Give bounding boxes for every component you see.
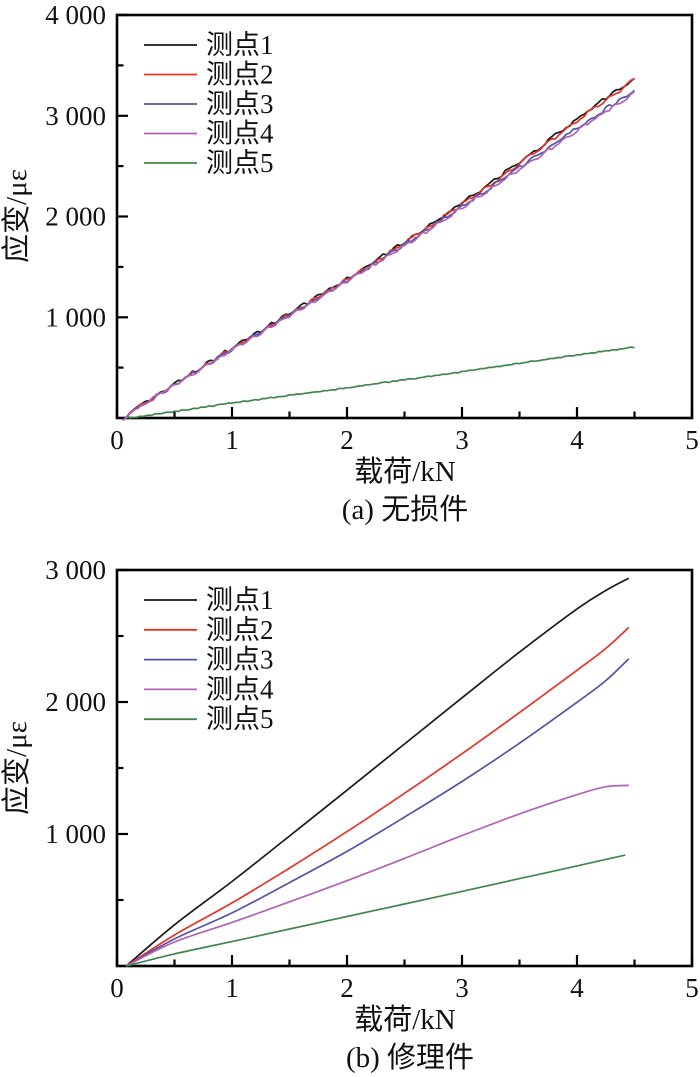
caption-b: (b) 修理件 — [346, 1041, 474, 1074]
x-tick-label: 2 — [340, 425, 354, 455]
y-tick-label: 1 000 — [45, 819, 106, 849]
y-tick-label: 2 000 — [45, 202, 106, 232]
x-tick-label: 5 — [685, 973, 699, 1003]
x-tick-label: 4 — [570, 425, 584, 455]
axis-frame — [115, 13, 694, 420]
x-tick-label: 1 — [225, 425, 239, 455]
y-axis-title-b: 应变/με — [0, 721, 33, 815]
legend-label-测点3: 测点3 — [206, 89, 274, 119]
legend-label-测点5: 测点5 — [206, 704, 274, 734]
x-axis-title-a: 载荷/kN — [354, 455, 456, 488]
x-tick-label: 5 — [685, 425, 699, 455]
axis-frame — [115, 568, 694, 968]
x-axis-title-b: 载荷/kN — [354, 1003, 456, 1036]
legend-label-测点2: 测点2 — [206, 615, 274, 645]
x-tick-label: 3 — [455, 425, 469, 455]
x-tick-label: 2 — [340, 973, 354, 1003]
series-line-测点1 — [125, 577, 630, 967]
series-line-测点3 — [125, 658, 630, 967]
x-tick-label: 4 — [570, 973, 584, 1003]
x-tick-label: 1 — [225, 973, 239, 1003]
legend-label-测点4: 测点4 — [206, 674, 274, 704]
series-line-测点5 — [125, 854, 626, 967]
legend-label-测点4: 测点4 — [206, 119, 274, 149]
legend-label-测点2: 测点2 — [206, 60, 274, 90]
chart-a-undamaged: 0 1 2 3 4 5 1 000 2 000 3 000 4 000 测点1测点2测点3测点4测点… — [0, 0, 699, 526]
legend-label-测点5: 测点5 — [206, 148, 274, 178]
y-tick-label: 3 000 — [45, 555, 106, 585]
legend-label-测点1: 测点1 — [206, 30, 274, 60]
y-axis-title-a: 应变/με — [0, 169, 33, 263]
y-tick-label: 4 000 — [45, 0, 106, 30]
series-line-测点5 — [128, 346, 635, 419]
series-line-测点4 — [125, 784, 629, 967]
series-line-测点1 — [122, 77, 636, 422]
series-line-测点2 — [125, 626, 630, 967]
y-tick-label: 3 000 — [45, 101, 106, 131]
y-tick-label: 1 000 — [45, 302, 106, 332]
x-tick-label: 0 — [110, 425, 124, 455]
x-tick-label: 3 — [455, 973, 469, 1003]
legend-label-测点1: 测点1 — [206, 585, 274, 615]
x-tick-label: 0 — [110, 973, 124, 1003]
series-line-测点4 — [122, 90, 635, 421]
caption-a: (a) 无损件 — [342, 493, 468, 526]
plot-area-a: 0 1 2 3 4 5 1 000 2 000 3 000 4 000 测点1测点2测点3测点4测点… — [45, 0, 699, 455]
y-tick-label: 2 000 — [45, 687, 106, 717]
legend-label-测点3: 测点3 — [206, 645, 274, 675]
